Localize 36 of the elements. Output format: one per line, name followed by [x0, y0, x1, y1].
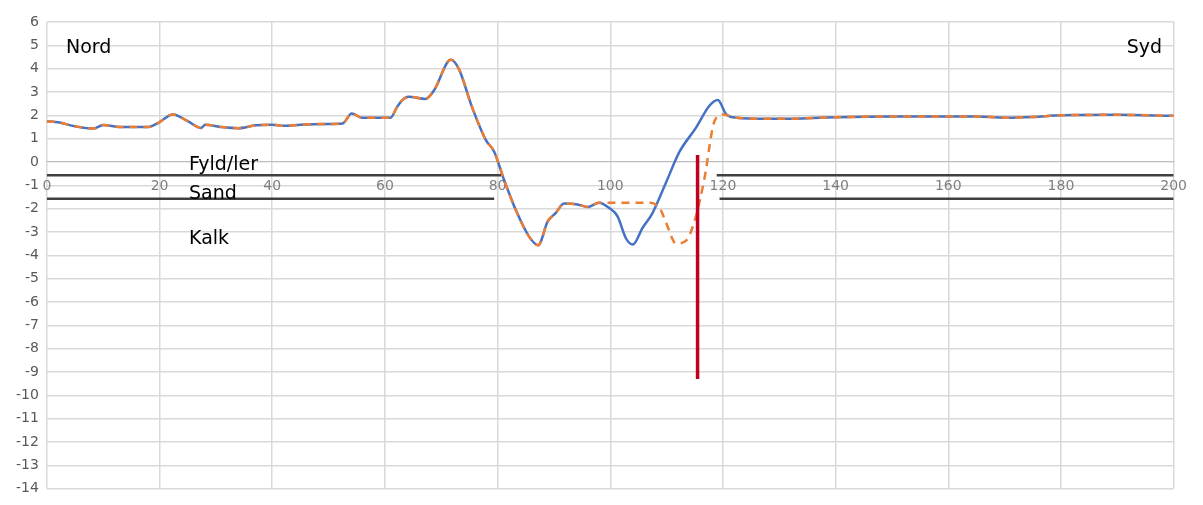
x-tick-label: 60: [375, 177, 394, 194]
annotation: Kalk: [189, 225, 230, 248]
x-tick-label: 0: [42, 177, 52, 194]
x-tick-label: 100: [596, 177, 624, 194]
annotation: Fyld/ler: [189, 151, 259, 174]
y-tick-label: -1: [24, 175, 39, 192]
annotation: Nord: [66, 34, 112, 57]
y-tick-label: 2: [29, 105, 39, 122]
x-tick-label: 200: [1160, 177, 1188, 194]
y-tick-label: 4: [29, 59, 39, 76]
y-tick-label: -4: [24, 245, 39, 262]
y-tick-label: -8: [24, 339, 39, 356]
y-tick-label: -3: [24, 222, 39, 239]
y-tick-label: -6: [24, 292, 39, 309]
y-tick-label: -13: [15, 455, 39, 472]
annotation: Sand: [189, 180, 237, 203]
y-tick-label: -10: [15, 385, 39, 402]
annotation: Syd: [1126, 34, 1162, 57]
y-tick-label: -2: [24, 199, 39, 216]
x-tick-label: 40: [263, 177, 282, 194]
y-tick-label: 3: [29, 82, 39, 99]
x-tick-label: 180: [1047, 177, 1075, 194]
y-tick-label: -9: [24, 362, 39, 379]
y-tick-label: -12: [15, 432, 39, 449]
y-tick-label: -11: [15, 409, 39, 426]
x-tick-label: 120: [709, 177, 737, 194]
x-tick-label: 140: [822, 177, 849, 194]
x-tick-label: 20: [150, 177, 169, 194]
y-tick-label: -5: [24, 269, 39, 286]
x-tick-label: 160: [934, 177, 962, 194]
y-tick-label: 0: [29, 152, 39, 169]
y-tick-label: 5: [29, 35, 39, 52]
y-tick-label: -14: [15, 479, 39, 496]
y-tick-label: 1: [29, 129, 39, 146]
y-tick-label: 6: [29, 12, 39, 29]
y-tick-label: -7: [24, 315, 39, 332]
